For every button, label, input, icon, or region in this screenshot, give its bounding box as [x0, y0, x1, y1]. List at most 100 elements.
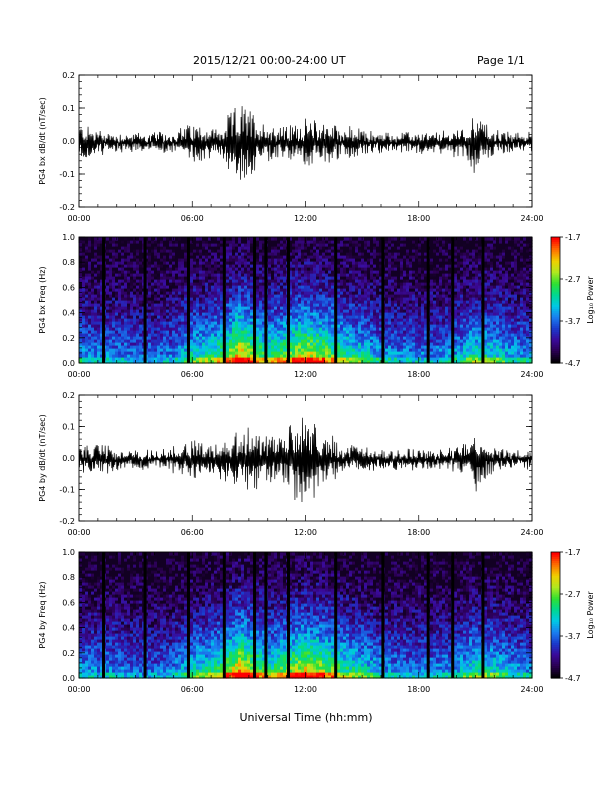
panel2-cell: [172, 282, 176, 286]
panel2-cell: [361, 333, 365, 337]
panel2-cell: [241, 315, 245, 319]
panel2-cell: [85, 354, 89, 358]
panel2-cell: [304, 237, 308, 241]
panel2-cell: [295, 249, 299, 253]
panel2-cell: [202, 276, 206, 280]
panel2-cell: [298, 240, 302, 244]
panel2-cell: [409, 324, 413, 328]
panel2-cell: [139, 294, 143, 298]
panel2-cell: [358, 354, 362, 358]
panel2-cell: [202, 315, 206, 319]
panel2-cell: [166, 342, 170, 346]
panel2-cell: [373, 336, 377, 340]
panel2-cell: [118, 285, 122, 289]
panel2-cell: [115, 240, 119, 244]
panel2-cell: [178, 258, 182, 262]
panel2-cell: [244, 252, 248, 256]
panel2-cell: [121, 309, 125, 313]
panel2-cell: [157, 324, 161, 328]
panel2-cell: [142, 303, 146, 307]
panel2-cell: [331, 270, 335, 274]
panel2-cell: [286, 309, 290, 313]
panel2-cell: [97, 240, 101, 244]
panel2-cell: [376, 279, 380, 283]
panel2-cell: [166, 291, 170, 295]
panel2-cell: [355, 315, 359, 319]
panel2-cell: [337, 321, 341, 325]
panel2-cell: [325, 324, 329, 328]
panel2-cell: [274, 315, 278, 319]
panel2-cell: [292, 270, 296, 274]
panel2-cell: [220, 282, 224, 286]
panel2-cell: [256, 288, 260, 292]
panel2-cell: [154, 249, 158, 253]
panel2-cell: [313, 330, 317, 334]
panel2-cell: [412, 237, 416, 241]
panel2-cell: [268, 303, 272, 307]
panel2-cell: [136, 237, 140, 241]
panel2-cell: [283, 345, 287, 349]
panel2-cell: [130, 288, 134, 292]
panel2-cell: [301, 357, 305, 361]
panel2-cell: [259, 252, 263, 256]
panel2-cell: [79, 312, 83, 316]
panel2-cell: [298, 252, 302, 256]
panel2-cell: [172, 264, 176, 268]
panel2-cell: [406, 273, 410, 277]
panel2-cell: [211, 282, 215, 286]
panel2-cell: [289, 258, 293, 262]
panel2-cell: [286, 342, 290, 346]
panel2-cell: [289, 336, 293, 340]
panel2-cell: [253, 294, 257, 298]
panel2-cell: [106, 315, 110, 319]
panel2-cell: [220, 318, 224, 322]
panel2-cell: [325, 294, 329, 298]
panel2-cell: [256, 237, 260, 241]
panel2-cell: [238, 291, 242, 295]
panel2-cell: [118, 267, 122, 271]
panel2-cell: [319, 321, 323, 325]
panel2-cell: [328, 321, 332, 325]
panel2-cell: [289, 312, 293, 316]
panel2-cell: [169, 327, 173, 331]
panel2-cell: [355, 357, 359, 361]
panel2-cell: [385, 252, 389, 256]
panel2-cell: [130, 321, 134, 325]
panel2-cell: [109, 360, 113, 364]
panel2-cell: [112, 285, 116, 289]
panel2-cell: [91, 273, 95, 277]
panel2-cell: [355, 261, 359, 265]
panel2-cell: [325, 321, 329, 325]
panel2-cell: [388, 267, 392, 271]
panel2-cell: [325, 240, 329, 244]
panel2-cell: [397, 333, 401, 337]
panel2-cell: [154, 327, 158, 331]
panel2-cell: [325, 258, 329, 262]
panel2-cell: [175, 288, 179, 292]
panel2-cell: [85, 291, 89, 295]
panel2-cell: [226, 270, 230, 274]
panel2-cell: [190, 279, 194, 283]
panel2-cell: [349, 285, 353, 289]
panel2-cell: [388, 342, 392, 346]
panel2-cell: [178, 315, 182, 319]
panel2-cell: [325, 249, 329, 253]
panel2-cell: [172, 318, 176, 322]
panel2-cell: [109, 333, 113, 337]
panel2-cell: [334, 282, 338, 286]
panel2-cell: [232, 249, 236, 253]
panel2-cell: [349, 321, 353, 325]
panel2-cell: [223, 327, 227, 331]
panel2-cell: [271, 354, 275, 358]
panel2-cell: [409, 333, 413, 337]
panel2-cell: [352, 243, 356, 247]
panel2-cell: [163, 300, 167, 304]
panel2-cell: [205, 360, 209, 364]
panel2-cell: [268, 306, 272, 310]
panel2-cell: [184, 246, 188, 250]
panel2-cell: [271, 282, 275, 286]
panel2-cell: [289, 273, 293, 277]
panel2-cell: [232, 306, 236, 310]
panel2-cell: [373, 345, 377, 349]
panel2-cell: [160, 336, 164, 340]
